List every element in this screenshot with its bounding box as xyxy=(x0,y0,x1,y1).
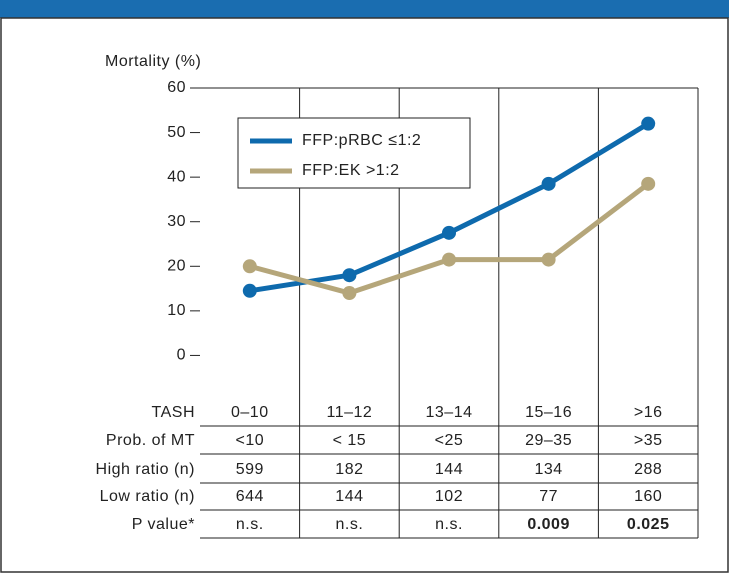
y-tick-label: 60 xyxy=(167,79,186,96)
y-tick-label: 0 xyxy=(177,347,186,364)
table-cell: 644 xyxy=(236,488,264,505)
table-cell: n.s. xyxy=(236,516,264,533)
point xyxy=(442,252,456,267)
y-tick-label: 30 xyxy=(167,213,186,230)
row-label: Prob. of MT xyxy=(106,432,195,449)
point xyxy=(541,252,556,267)
point xyxy=(242,283,257,298)
row-label: TASH xyxy=(152,404,195,421)
x-tick-label: >16 xyxy=(634,404,663,421)
legend-label: FFP:EK >1:2 xyxy=(302,162,400,179)
y-tick-label: 40 xyxy=(167,168,186,185)
table-cell: 102 xyxy=(435,488,463,505)
point xyxy=(442,225,456,240)
header-bar xyxy=(0,0,729,18)
point xyxy=(242,259,257,274)
table-cell: <10 xyxy=(235,432,264,449)
row-label: P value* xyxy=(132,516,195,533)
row-label: High ratio (n) xyxy=(96,461,195,478)
y-tick-label: 10 xyxy=(167,302,186,319)
x-tick-label: 13–14 xyxy=(426,404,473,421)
table-cell: < 15 xyxy=(333,432,367,449)
y-tick-label: 20 xyxy=(167,258,186,275)
table-cell: n.s. xyxy=(336,516,364,533)
x-tick-label: 15–16 xyxy=(525,404,572,421)
legend xyxy=(237,117,471,189)
row-label: Low ratio (n) xyxy=(100,488,195,505)
table-cell: 599 xyxy=(236,461,264,478)
table-cell: 288 xyxy=(634,461,662,478)
point xyxy=(641,176,656,191)
point xyxy=(342,268,357,283)
table-cell: 144 xyxy=(435,461,463,478)
y-tick-label: 50 xyxy=(167,124,186,141)
table-cell: n.s. xyxy=(435,516,463,533)
frame xyxy=(0,17,729,573)
table-cell: <25 xyxy=(435,432,464,449)
y-axis-label: Mortality (%) xyxy=(105,53,201,70)
point xyxy=(342,286,357,301)
table-cell: 134 xyxy=(534,461,562,478)
point xyxy=(541,176,556,191)
legend-label: FFP:pRBC ≤1:2 xyxy=(302,132,421,149)
point xyxy=(641,116,656,131)
table-cell: >35 xyxy=(634,432,663,449)
table-cell: 0.025 xyxy=(627,516,670,533)
table-cell: 182 xyxy=(335,461,363,478)
table-cell: 160 xyxy=(634,488,662,505)
x-tick-label: 11–12 xyxy=(326,404,372,421)
table-cell: 144 xyxy=(335,488,363,505)
table-cell: 29–35 xyxy=(525,432,572,449)
table-cell: 77 xyxy=(539,488,558,505)
table-cell: 0.009 xyxy=(527,516,570,533)
x-tick-label: 0–10 xyxy=(231,404,269,421)
